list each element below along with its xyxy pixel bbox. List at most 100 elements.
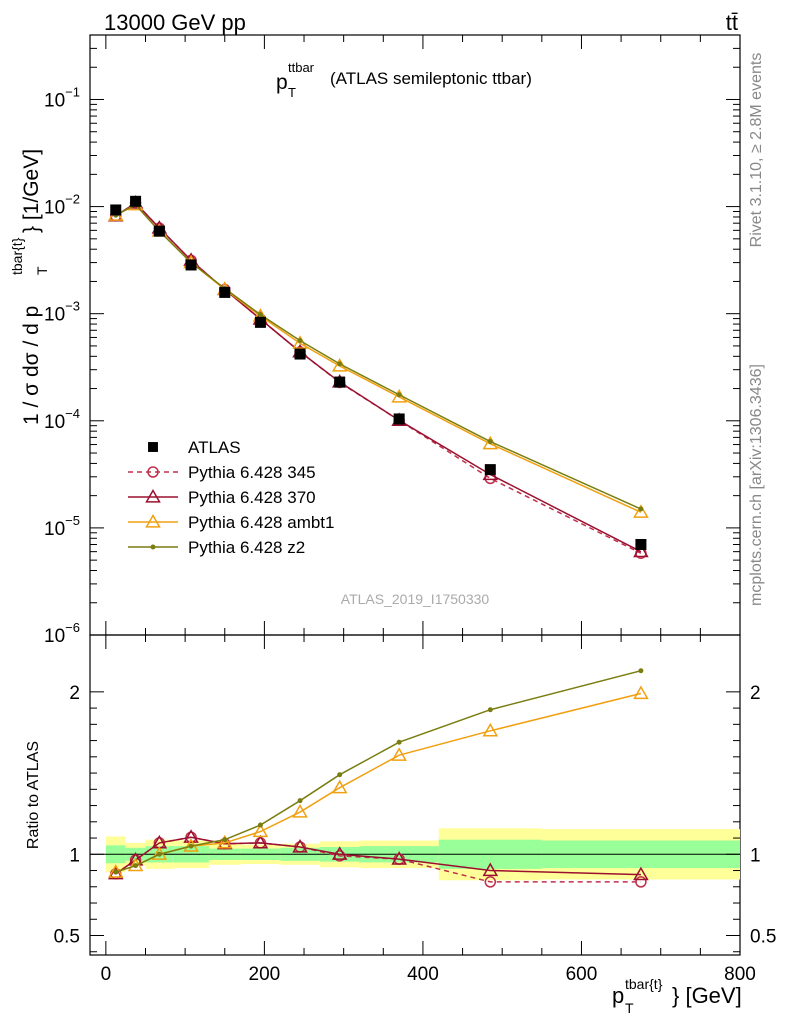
svg-text:(ATLAS semileptonic ttbar): (ATLAS semileptonic ttbar) bbox=[330, 69, 532, 88]
series-1-point-6 bbox=[292, 838, 308, 853]
main-ytick-label: 10−6 bbox=[44, 620, 80, 647]
ratio-ytick-label: 2 bbox=[69, 683, 80, 704]
legend-label: Pythia 6.428 370 bbox=[188, 488, 316, 507]
atlas-point-9 bbox=[484, 464, 496, 476]
svg-text:T: T bbox=[625, 1000, 634, 1016]
series-1-point-10 bbox=[633, 866, 649, 881]
main-axis-ticks: 10−6 10−5 10−4 10−3 10−2 10−1 bbox=[44, 34, 741, 647]
main-ytick-label: 10−5 bbox=[44, 513, 80, 540]
legend-label: ATLAS bbox=[188, 438, 241, 457]
svg-text:} [1/GeV]: } [1/GeV] bbox=[20, 149, 43, 233]
svg-text:ttbar: ttbar bbox=[288, 60, 315, 75]
legend-item-1: Pythia 6.428 345 bbox=[128, 463, 316, 482]
ratio-ytick-label-right: 0.5 bbox=[750, 927, 776, 948]
legend-marker bbox=[150, 544, 156, 550]
atlas-point-10 bbox=[635, 538, 647, 550]
series-2-point-4 bbox=[216, 834, 233, 849]
ratio-ytick-label-right: 2 bbox=[750, 683, 761, 704]
ratio-xtick-label: 800 bbox=[724, 964, 756, 985]
ratio-xtick-label: 0 bbox=[101, 964, 112, 985]
legend-item-2: Pythia 6.428 370 bbox=[128, 488, 316, 507]
process-label: tt̄ bbox=[726, 10, 738, 35]
series-3-point-8 bbox=[396, 392, 402, 398]
series-2-point-10 bbox=[633, 504, 649, 518]
atlas-data-points bbox=[110, 195, 647, 550]
ratio-ytick-label: 0.5 bbox=[54, 927, 80, 948]
ratio-series-layer bbox=[107, 668, 649, 888]
legend-item-4: Pythia 6.428 z2 bbox=[128, 538, 305, 557]
series-3-point-0 bbox=[113, 869, 119, 875]
legend-label: Pythia 6.428 z2 bbox=[188, 538, 305, 557]
series-2-point-10 bbox=[633, 685, 649, 700]
svg-text:p: p bbox=[276, 71, 288, 94]
series-3-point-4 bbox=[222, 837, 228, 843]
ratio-y-axis-label: Ratio to ATLAS bbox=[25, 741, 42, 849]
series-3-point-10 bbox=[638, 668, 644, 674]
series-2-point-5 bbox=[252, 823, 269, 838]
series-1-point-0 bbox=[107, 865, 124, 880]
series-3-point-6 bbox=[297, 798, 303, 804]
atlas-point-5 bbox=[254, 316, 266, 328]
series-3-point-7 bbox=[337, 772, 343, 778]
series-3-point-5 bbox=[257, 822, 263, 828]
legend-marker bbox=[145, 488, 161, 503]
ratio-xtick-label: 600 bbox=[566, 964, 598, 985]
svg-text:} [GeV]: } [GeV] bbox=[672, 983, 742, 1008]
atlas-point-8 bbox=[393, 413, 405, 425]
series-3-point-1 bbox=[133, 863, 139, 869]
legend-marker bbox=[148, 442, 158, 452]
series-1-point-7 bbox=[331, 846, 348, 860]
svg-text:tbar{t}: tbar{t} bbox=[9, 237, 25, 275]
series-1-point-9 bbox=[482, 862, 499, 877]
mcplots-source-label: mcplots.cern.ch [arXiv:1306.3436] bbox=[748, 364, 765, 606]
ratio-xtick-label: 400 bbox=[407, 964, 439, 985]
series-3-point-9 bbox=[487, 439, 493, 445]
series-2-point-9 bbox=[482, 722, 499, 737]
ratio-panel-frame bbox=[89, 634, 741, 956]
legend-label: Pythia 6.428 345 bbox=[188, 463, 316, 482]
atlas-point-1 bbox=[130, 195, 142, 207]
main-ytick-label: 10−3 bbox=[44, 299, 80, 326]
series-3-point-8 bbox=[396, 739, 402, 745]
energy-label: 13000 GeV pp bbox=[104, 10, 246, 35]
series-0-point-9 bbox=[484, 876, 497, 888]
ratio-axis-ticks: 0 200 400 600 800 0.5 0.5 1 1 2 2 bbox=[54, 635, 776, 985]
svg-text:1 / σ dσ / d p: 1 / σ dσ / d p bbox=[20, 306, 43, 425]
ratio-ytick-label: 1 bbox=[69, 845, 80, 866]
main-title: p T ttbar (ATLAS semileptonic ttbar) bbox=[276, 60, 532, 100]
atlas-point-3 bbox=[185, 259, 197, 271]
series-3-point-5 bbox=[257, 312, 263, 318]
atlas-point-6 bbox=[294, 348, 306, 360]
series-3-point-2 bbox=[156, 851, 162, 857]
svg-text:T: T bbox=[34, 266, 50, 275]
series-1-point-3 bbox=[183, 829, 199, 843]
main-y-axis-label: 1 / σ dσ / d p T tbar{t} } [1/GeV] bbox=[9, 149, 50, 425]
series-line-1 bbox=[115, 836, 641, 876]
analysis-label: ATLAS_2019_I1750330 bbox=[341, 591, 490, 607]
svg-text:T: T bbox=[288, 85, 296, 100]
series-3-point-6 bbox=[297, 338, 303, 344]
series-0-point-10 bbox=[635, 876, 647, 888]
atlas-point-4 bbox=[219, 286, 231, 298]
series-3-point-7 bbox=[337, 361, 343, 367]
series-2-point-6 bbox=[292, 804, 308, 818]
legend: ATLAS Pythia 6.428 345 Pythia 6.428 370 Pyt… bbox=[128, 438, 334, 557]
x-axis-label: p T tbar{t} } [GeV] bbox=[612, 976, 742, 1016]
series-2-point-7 bbox=[331, 779, 348, 794]
atlas-point-0 bbox=[110, 204, 122, 216]
legend-item-3: Pythia 6.428 ambt1 bbox=[128, 513, 334, 532]
svg-text:p: p bbox=[612, 983, 624, 1008]
atlas-point-2 bbox=[153, 225, 165, 237]
legend-item-0: ATLAS bbox=[148, 438, 241, 457]
series-1-point-5 bbox=[252, 834, 269, 849]
series-2-point-8 bbox=[391, 747, 407, 761]
legend-marker bbox=[147, 466, 159, 478]
series-3-point-3 bbox=[188, 843, 194, 849]
rivet-version-label: Rivet 3.1.10, ≥ 2.8M events bbox=[748, 53, 765, 248]
ratio-ytick-label-right: 1 bbox=[750, 845, 761, 866]
series-3-point-9 bbox=[487, 707, 493, 713]
series-1-point-10 bbox=[633, 543, 649, 558]
main-ytick-label: 10−1 bbox=[44, 84, 80, 111]
ratio-xtick-label: 200 bbox=[249, 964, 281, 985]
